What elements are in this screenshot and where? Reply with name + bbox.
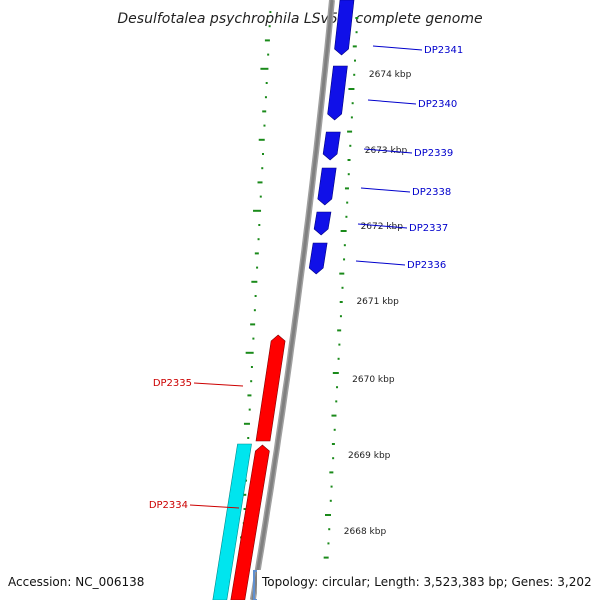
cds-cyan-bar [212, 443, 252, 600]
leader-line [363, 148, 413, 154]
forward-strand-track [308, 0, 355, 275]
kbp-label: 2671 kbp [356, 297, 399, 307]
reverse-strand-track [212, 334, 286, 600]
forward-gene-DP2340 [327, 65, 348, 121]
gene-label-DP2337: DP2337 [409, 223, 448, 234]
topology-text: Topology: circular; Length: 3,523,383 bp… [261, 575, 592, 589]
gene-label-DP2340: DP2340 [418, 99, 457, 110]
map-title: Desulfotalea psychrophila LSv54, complet… [117, 11, 482, 27]
backbone-line [251, 0, 334, 600]
leader-line [372, 45, 423, 51]
forward-gene-DP2336 [308, 242, 328, 275]
leader-line [360, 187, 411, 193]
forward-gene-DP2337 [313, 211, 332, 236]
gene-label-DP2334: DP2334 [149, 500, 188, 511]
accession-text: Accession: NC_006138 [8, 575, 144, 589]
gene-label-DP2341: DP2341 [424, 45, 463, 56]
leader-line [355, 260, 406, 266]
footer-box [257, 570, 600, 600]
kbp-label: 2668 kbp [344, 527, 387, 537]
leader-line [367, 99, 417, 105]
backbone-outer [249, 0, 335, 600]
backbone-ring [249, 0, 335, 600]
forward-gene-DP2339 [322, 131, 341, 161]
reverse-gene-DP2335 [255, 334, 286, 442]
kbp-label: 2670 kbp [352, 375, 395, 385]
kbp-label: 2672 kbp [361, 222, 404, 232]
kbp-label: 2674 kbp [369, 70, 412, 80]
leader-line [193, 382, 244, 387]
forward-gene-DP2341 [334, 0, 355, 56]
gene-label-DP2336: DP2336 [407, 260, 446, 271]
gene-label-DP2335: DP2335 [153, 378, 192, 389]
leader-line [189, 504, 240, 509]
gene-label-DP2338: DP2338 [412, 187, 451, 198]
kbp-label: 2669 kbp [348, 451, 391, 461]
leader-line [357, 223, 408, 229]
forward-gene-DP2338 [317, 167, 337, 206]
reverse-gene-DP2334 [230, 444, 270, 600]
gene-label-DP2339: DP2339 [414, 148, 453, 159]
gene-labels: DP2341 DP2340 DP2339 DP2338 DP2337 DP2336 DP23… [149, 45, 463, 511]
